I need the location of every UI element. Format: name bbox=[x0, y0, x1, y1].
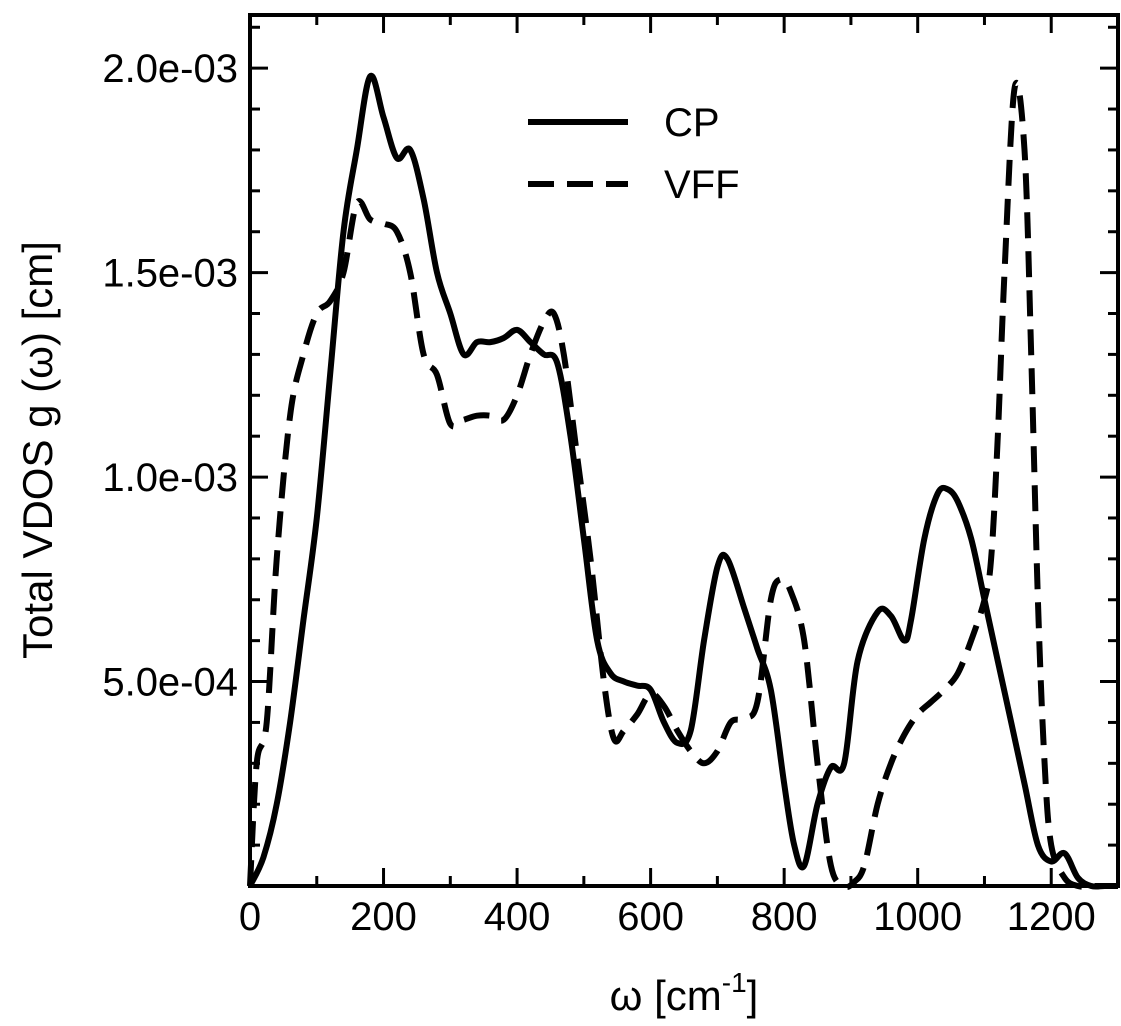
tick-labels: 0 200 400 600 800 1000 1200 5.0e-04 1.0e-03 1.5e-… bbox=[102, 47, 1095, 939]
y-axis-title: Total VDOS g (ω) [cm] bbox=[14, 241, 61, 659]
y-tick-label: 1.0e-03 bbox=[102, 456, 238, 500]
series-layer bbox=[247, 72, 1118, 890]
x-axis-title: ω [cm-1] bbox=[610, 967, 759, 1019]
axis-ticks bbox=[248, 15, 1118, 886]
legend-label-vff: VFF bbox=[664, 163, 740, 207]
series-line-vff bbox=[247, 79, 1118, 890]
legend: CP VFF bbox=[528, 101, 740, 207]
y-tick-label: 5.0e-04 bbox=[102, 661, 238, 705]
y-tick-label: 2.0e-03 bbox=[102, 47, 238, 91]
series-line-cp bbox=[247, 72, 1118, 890]
x-tick-label: 600 bbox=[617, 895, 684, 939]
x-tick-label: 0 bbox=[239, 895, 261, 939]
x-tick-label: 200 bbox=[350, 895, 417, 939]
y-tick-label: 1.5e-03 bbox=[102, 252, 238, 296]
x-tick-label: 1000 bbox=[873, 895, 962, 939]
legend-label-cp: CP bbox=[664, 101, 720, 145]
x-tick-label: 400 bbox=[484, 895, 551, 939]
plot-frame bbox=[248, 13, 1120, 888]
x-tick-label: 1200 bbox=[1007, 895, 1096, 939]
x-tick-label: 800 bbox=[751, 895, 818, 939]
